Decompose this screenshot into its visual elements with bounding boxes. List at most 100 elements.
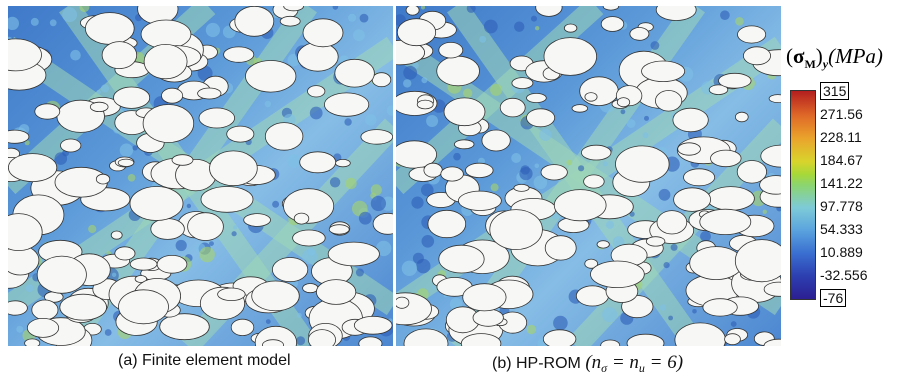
- pore-ellipse: [200, 186, 254, 213]
- pore-ellipse: [26, 317, 60, 338]
- pore-ellipse: [8, 213, 43, 251]
- pore-ellipse: [396, 140, 437, 169]
- stress-speckle: [720, 10, 730, 20]
- pore-ellipse: [230, 318, 255, 336]
- pore-ellipse: [584, 92, 598, 102]
- stress-speckle: [16, 325, 24, 333]
- stress-speckle: [602, 307, 618, 323]
- stress-speckle: [519, 167, 533, 181]
- stress-speckle: [344, 118, 352, 126]
- pore-ellipse: [31, 299, 59, 321]
- pore-ellipse: [129, 257, 158, 271]
- pore-ellipse: [615, 145, 670, 183]
- pore-ellipse: [438, 244, 485, 274]
- pore-ellipse: [683, 168, 716, 187]
- pore-ellipse: [328, 224, 350, 235]
- pore-ellipse: [85, 12, 135, 45]
- stress-speckle: [197, 65, 213, 81]
- pore-ellipse: [759, 175, 781, 195]
- pore-ellipse: [403, 328, 449, 346]
- pore-ellipse: [656, 210, 688, 235]
- caption-hp-rom: (b) HP-ROM (nσ = nu = 6): [492, 352, 683, 376]
- stress-speckle: [272, 200, 280, 208]
- stress-speckle: [730, 321, 737, 327]
- pore-ellipse: [763, 281, 781, 297]
- stress-speckle: [426, 115, 439, 127]
- stress-speckle: [70, 49, 81, 61]
- stress-speckle: [30, 17, 39, 26]
- pore-ellipse: [307, 85, 326, 98]
- colorbar-title: (σM)y(MPa): [786, 44, 883, 72]
- stress-speckle: [296, 336, 306, 346]
- pore-ellipse: [672, 107, 709, 133]
- pore-ellipse: [396, 18, 437, 47]
- stress-speckle: [511, 153, 522, 163]
- pore-ellipse: [142, 104, 195, 143]
- pore-ellipse: [489, 209, 543, 251]
- tick-min-label: -76: [820, 289, 847, 307]
- pore-ellipse: [36, 255, 87, 294]
- stress-speckle: [539, 128, 552, 141]
- pore-ellipse: [768, 94, 781, 103]
- pore-ellipse: [600, 339, 621, 346]
- stress-speckle: [663, 262, 670, 269]
- pore-ellipse: [654, 90, 683, 112]
- pore-ellipse: [302, 18, 344, 48]
- pore-ellipse: [283, 6, 304, 12]
- stress-speckle: [431, 285, 436, 290]
- pore-ellipse: [742, 46, 771, 66]
- stress-speckle: [421, 77, 428, 84]
- stress-speckle: [376, 240, 392, 257]
- stress-speckle: [479, 35, 487, 43]
- stress-speckle: [735, 17, 744, 26]
- pore-ellipse: [197, 87, 222, 100]
- pore-ellipse: [358, 336, 383, 346]
- stress-speckle: [199, 246, 215, 263]
- stress-speckle: [762, 209, 767, 214]
- stress-speckle: [296, 312, 302, 318]
- pore-ellipse: [553, 189, 607, 222]
- stress-speckle: [605, 220, 615, 229]
- pore-ellipse: [710, 149, 742, 168]
- pore-ellipse: [129, 186, 184, 221]
- pore-ellipse: [279, 15, 301, 27]
- stress-speckle: [119, 143, 134, 157]
- caption-finite-element-model: (a) Finite element model: [118, 352, 291, 370]
- pore-ellipse: [143, 43, 188, 80]
- title-sigma: σ: [793, 44, 805, 68]
- stress-speckle: [553, 315, 568, 331]
- stress-speckle: [668, 315, 673, 321]
- pore-ellipse: [293, 212, 310, 225]
- colorbar-tick: -32.556: [820, 267, 868, 283]
- stress-speckle: [231, 231, 237, 237]
- pore-ellipse: [226, 125, 255, 143]
- pore-ellipse: [405, 6, 420, 16]
- pore-ellipse: [292, 229, 326, 247]
- stress-speckle: [403, 65, 418, 80]
- pore-ellipse: [302, 283, 319, 294]
- colorbar-tick: 271.56: [820, 106, 863, 122]
- pore-ellipse: [209, 150, 258, 187]
- pore-ellipse: [472, 308, 504, 327]
- stress-speckle: [642, 132, 649, 139]
- pore-ellipse: [245, 60, 297, 93]
- pore-ellipse: [590, 260, 645, 288]
- pore-ellipse: [718, 72, 752, 89]
- pore-ellipse: [308, 329, 336, 346]
- pore-ellipse: [423, 162, 443, 178]
- pore-ellipse: [462, 283, 507, 312]
- pore-ellipse: [436, 55, 480, 87]
- pore-ellipse: [101, 41, 138, 69]
- pore-ellipse: [526, 108, 556, 128]
- stress-speckle: [370, 195, 386, 212]
- stress-speckle: [332, 6, 339, 10]
- pore-ellipse: [217, 287, 246, 302]
- pore-ellipse: [360, 129, 393, 145]
- pore-ellipse: [443, 97, 486, 127]
- pore-ellipse: [118, 289, 169, 325]
- stress-speckle: [420, 6, 426, 10]
- stress-speckle: [358, 211, 372, 225]
- pore-ellipse: [271, 257, 309, 283]
- pore-ellipse: [114, 246, 136, 261]
- pore-ellipse: [616, 97, 631, 108]
